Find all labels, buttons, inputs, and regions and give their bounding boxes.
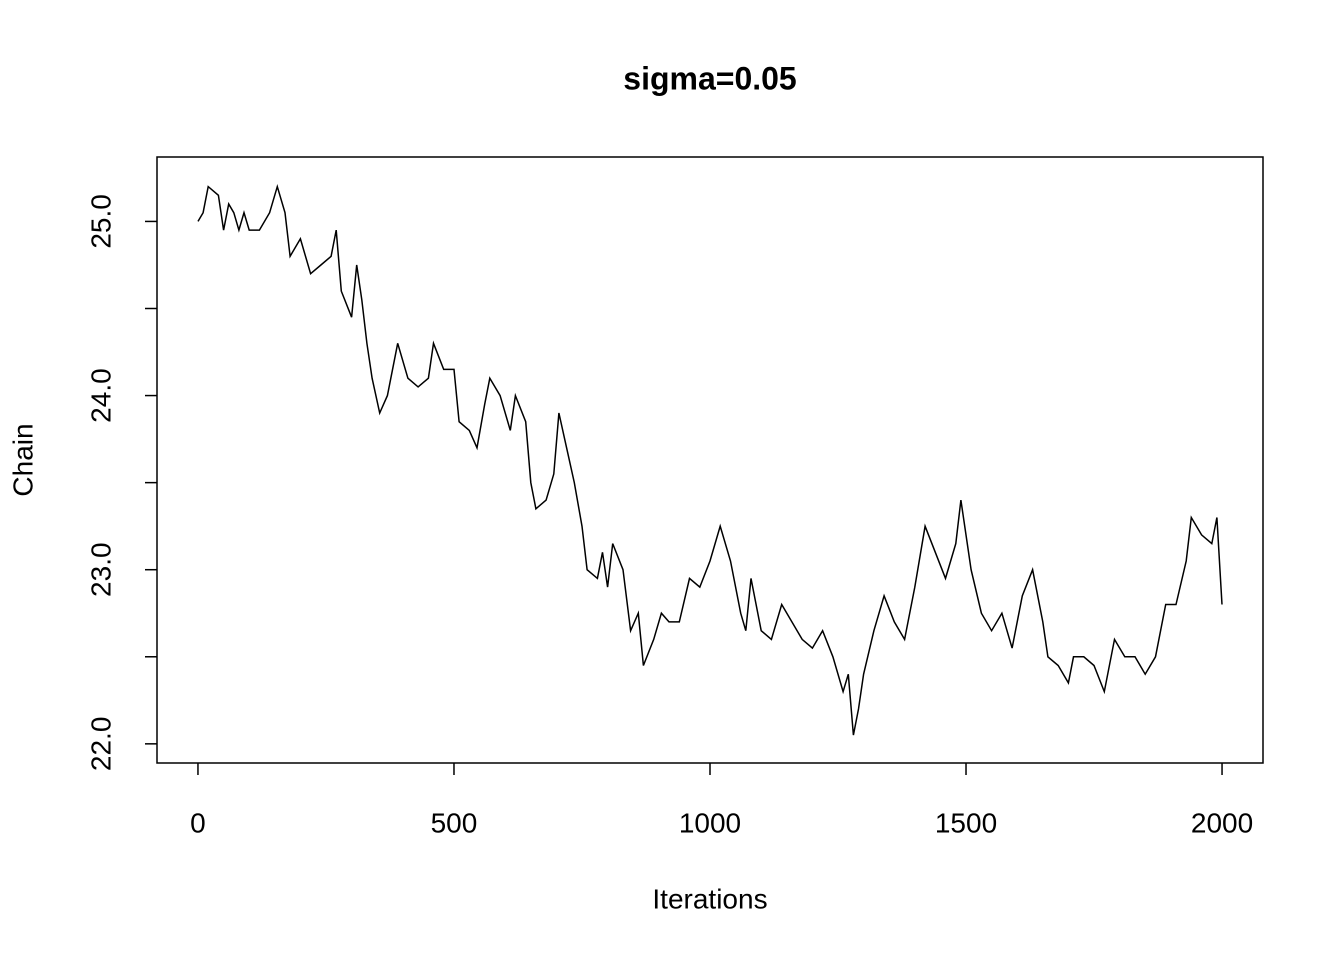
x-tick-label: 500: [431, 807, 478, 838]
y-tick-label: 23.0: [85, 542, 116, 597]
chart-title: sigma=0.05: [623, 60, 796, 96]
y-axis-label: Chain: [7, 423, 38, 496]
x-tick-label: 2000: [1191, 807, 1253, 838]
y-tick-label: 24.0: [85, 368, 116, 423]
x-tick-label: 1500: [935, 807, 997, 838]
x-tick-label: 1000: [679, 807, 741, 838]
y-tick-label: 25.0: [85, 194, 116, 249]
x-tick-label: 0: [190, 807, 206, 838]
y-tick-label: 22.0: [85, 717, 116, 772]
x-axis-label: Iterations: [652, 883, 767, 914]
data-line: [197, 183, 1223, 736]
